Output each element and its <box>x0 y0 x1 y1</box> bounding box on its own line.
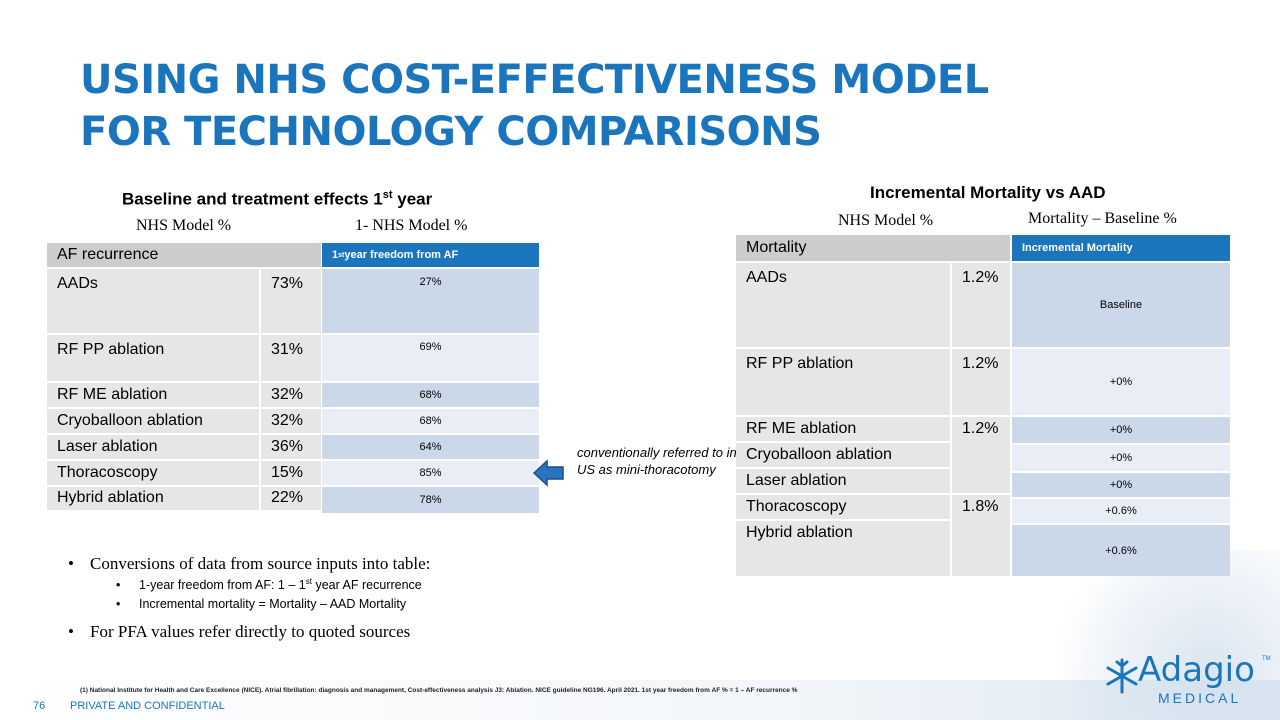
left-row-value: 32% <box>261 409 321 433</box>
left-row-value: 15% <box>261 461 321 485</box>
bullet-1b: • Incremental mortality = Mortality – AAD… <box>116 597 407 611</box>
right-section-heading: Incremental Mortality vs AAD <box>870 183 1106 202</box>
right-incremental-cell: +0% <box>1012 473 1230 497</box>
left-freedom-cell: 78% <box>322 487 539 513</box>
left-freedom-cell: 68% <box>322 383 539 407</box>
left-blue-header-end: year freedom from AF <box>344 249 459 261</box>
logo-tm: TM <box>1262 656 1271 662</box>
left-arrow-icon <box>532 459 564 487</box>
left-row-label: RF PP ablation <box>47 335 259 381</box>
right-col2-header: Mortality – Baseline % <box>1028 210 1177 227</box>
left-table-header: AF recurrence <box>47 243 321 267</box>
logo-wordmark: Adagio <box>1138 650 1255 690</box>
left-blue-header-main: 1 <box>332 249 339 261</box>
left-heading-main: Baseline and treatment effects 1 <box>122 189 383 209</box>
adagio-logo: Adagio TM MEDICAL <box>1102 650 1272 714</box>
right-table-header: Mortality <box>736 235 1010 261</box>
left-freedom-cell: 69% <box>322 335 539 381</box>
snowflake-icon <box>1106 658 1138 694</box>
left-freedom-cell: 85% <box>322 461 539 485</box>
confidential-label: PRIVATE AND CONFIDENTIAL <box>70 700 225 712</box>
footnote: (1) National Institute for Health and Ca… <box>80 687 798 694</box>
left-row-value: 73% <box>261 269 321 333</box>
bullet-1b-text: Incremental mortality = Mortality – AAD … <box>139 597 407 611</box>
right-incremental-cell: +0.6% <box>1012 499 1230 523</box>
right-incremental-cell: +0% <box>1012 349 1230 415</box>
right-row-label: Hybrid ablation <box>736 521 950 576</box>
right-row-value: 1.2% <box>952 417 1010 493</box>
left-section-heading: Baseline and treatment effects 1st year <box>122 189 432 210</box>
left-row-label: Cryoballoon ablation <box>47 409 259 433</box>
right-incremental-cell: +0.6% <box>1012 525 1230 576</box>
left-col2-header: 1- NHS Model % <box>355 217 468 234</box>
right-row-label: RF ME ablation <box>736 417 950 441</box>
right-row-label: Laser ablation <box>736 469 950 493</box>
right-row-label: Thoracoscopy <box>736 495 950 519</box>
bullet-1: • Conversions of data from source inputs … <box>68 554 431 573</box>
right-row-value: 1.2% <box>952 263 1010 347</box>
left-row-label: Thoracoscopy <box>47 461 259 485</box>
page-number: 76 <box>33 700 46 712</box>
left-heading-end: year <box>392 189 433 209</box>
left-heading-sup: st <box>382 189 393 201</box>
bullet-2-text: For PFA values refer directly to quoted … <box>90 622 411 641</box>
left-row-label: AADs <box>47 269 259 333</box>
bullet-1-text: Conversions of data from source inputs i… <box>90 554 431 573</box>
bullet-1a-pre: 1-year freedom from AF: 1 – 1 <box>139 578 306 593</box>
right-incremental-cell: +0% <box>1012 445 1230 471</box>
left-row-value: 32% <box>261 383 321 407</box>
frost-band <box>0 680 1280 720</box>
right-row-value: 1.2% <box>952 349 1010 415</box>
left-col1-header: NHS Model % <box>136 217 232 234</box>
bullet-1a: • 1-year freedom from AF: 1 – 1st year AF… <box>116 577 422 593</box>
left-freedom-cell: 27% <box>322 269 539 333</box>
right-blue-header: Incremental Mortality <box>1012 235 1230 261</box>
left-freedom-cell: 64% <box>322 435 539 459</box>
left-row-label: Laser ablation <box>47 435 259 459</box>
left-row-value: 22% <box>261 487 321 510</box>
mini-thoracotomy-note: conventionally referred to in US as mini… <box>577 445 737 477</box>
right-row-value: 1.8% <box>952 495 1010 576</box>
bullet-2: • For PFA values refer directly to quoted… <box>68 622 411 641</box>
right-incremental-cell: Baseline <box>1012 263 1230 347</box>
right-incremental-cell: +0% <box>1012 417 1230 443</box>
left-freedom-cell: 68% <box>322 409 539 433</box>
right-col1-header: NHS Model % <box>838 212 934 229</box>
right-row-label: AADs <box>736 263 950 347</box>
page-title: USING NHS COST-EFFECTIVENESS MODEL FOR T… <box>80 57 989 155</box>
left-row-label: RF ME ablation <box>47 383 259 407</box>
left-row-value: 31% <box>261 335 321 381</box>
right-row-label: RF PP ablation <box>736 349 950 415</box>
logo-sub: MEDICAL <box>1158 690 1242 706</box>
left-row-label: Hybrid ablation <box>47 487 259 510</box>
bullet-1a-sup: st <box>305 577 312 586</box>
left-blue-header-sup: st <box>338 251 345 259</box>
left-row-value: 36% <box>261 435 321 459</box>
bullet-1a-end: year AF recurrence <box>311 578 422 593</box>
right-row-label: Cryoballoon ablation <box>736 443 950 467</box>
